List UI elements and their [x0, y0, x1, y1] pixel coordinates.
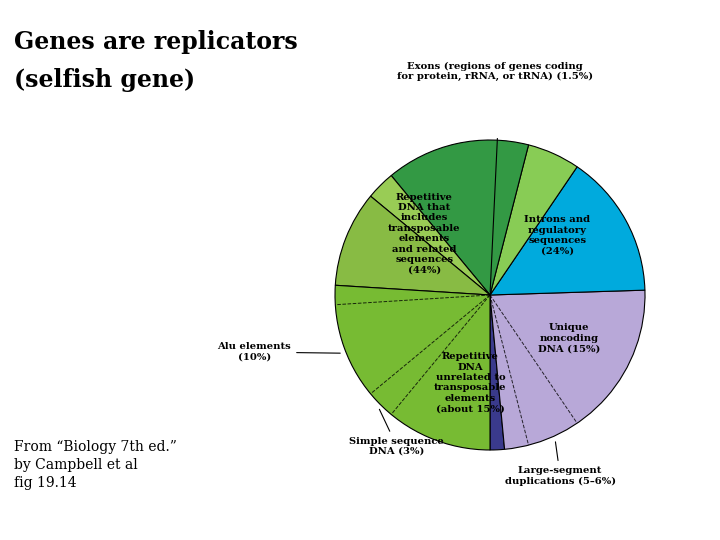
Wedge shape: [490, 295, 505, 450]
Wedge shape: [335, 285, 490, 450]
Wedge shape: [371, 176, 490, 295]
Text: Simple sequence
DNA (3%): Simple sequence DNA (3%): [349, 409, 444, 456]
Text: Introns and
regulatory
sequences
(24%): Introns and regulatory sequences (24%): [524, 215, 590, 255]
Text: Repetitive
DNA
unrelated to
transposable
elements
(about 15%): Repetitive DNA unrelated to transposable…: [434, 352, 507, 413]
Text: Alu elements
(10%): Alu elements (10%): [217, 342, 341, 362]
Text: Exons (regions of genes coding
for protein, rRNA, or tRNA) (1.5%): Exons (regions of genes coding for prote…: [397, 62, 593, 81]
Wedge shape: [490, 167, 645, 295]
Wedge shape: [490, 290, 645, 449]
Text: by Campbell et al: by Campbell et al: [14, 458, 138, 472]
Wedge shape: [391, 140, 528, 295]
Text: From “Biology 7th ed.”: From “Biology 7th ed.”: [14, 440, 177, 454]
Text: Unique
noncoding
DNA (15%): Unique noncoding DNA (15%): [538, 323, 600, 353]
Wedge shape: [490, 145, 577, 295]
Text: Repetitive
DNA that
includes
transposable
elements
and related
sequences
(44%): Repetitive DNA that includes transposabl…: [388, 193, 461, 274]
Text: (selfish gene): (selfish gene): [14, 68, 195, 92]
Wedge shape: [336, 196, 490, 295]
Text: Large-segment
duplications (5–6%): Large-segment duplications (5–6%): [505, 442, 616, 485]
Text: fig 19.14: fig 19.14: [14, 476, 76, 490]
Text: Genes are replicators: Genes are replicators: [14, 30, 298, 54]
